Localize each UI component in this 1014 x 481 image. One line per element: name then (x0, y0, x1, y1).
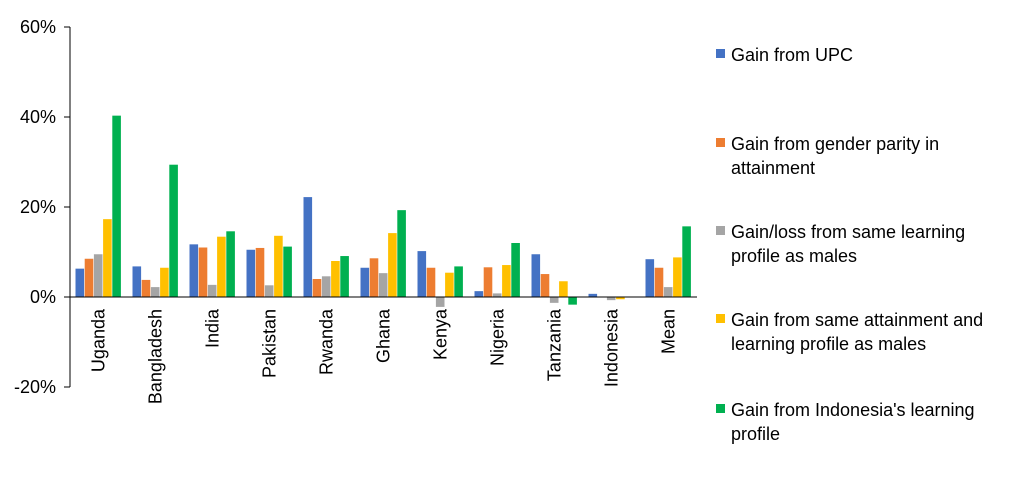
legend-swatch-learning-profile (716, 226, 725, 235)
bar (141, 279, 151, 297)
bar (246, 249, 256, 297)
bar (435, 297, 445, 307)
category-label: India (203, 308, 223, 348)
bar (645, 259, 655, 297)
bar (369, 258, 379, 297)
series-5-bars (112, 115, 691, 305)
category-label: Tanzania (545, 308, 565, 381)
category-label: Uganda (89, 308, 109, 372)
bar (150, 287, 160, 297)
bar (112, 115, 121, 298)
bar (378, 273, 388, 297)
bar (559, 281, 568, 297)
bar (226, 231, 235, 297)
legend-item-gender-parity: Gain from gender parity in attainment (716, 132, 1014, 180)
bar (198, 247, 208, 297)
category-label: Indonesia (602, 308, 622, 387)
y-axis-ticks (64, 26, 70, 388)
bar (483, 267, 493, 297)
legend-label-attainment-learning: Gain from same attainment and learning p… (731, 310, 984, 354)
legend-swatch-gender-parity (716, 138, 725, 147)
bar (663, 287, 673, 297)
series-1-bars (75, 197, 655, 297)
bar (682, 226, 691, 297)
bar (454, 266, 463, 297)
category-label: Kenya (431, 308, 451, 360)
bar (312, 279, 322, 297)
legend-swatch-attainment-learning (716, 314, 725, 323)
bar (331, 261, 340, 297)
bar (189, 244, 199, 297)
bar (492, 293, 502, 297)
bar (673, 257, 682, 297)
y-tick-label: -20% (14, 377, 56, 397)
bar (217, 236, 226, 297)
bar (160, 267, 169, 297)
y-tick-label: 20% (20, 197, 56, 217)
bar (93, 254, 103, 297)
bar (445, 272, 454, 297)
bar (606, 297, 616, 301)
legend-swatch-upc (716, 49, 725, 58)
bar-chart: -20% 0% 20% 40% 60% Uganda Bangladesh India Pak… (14, 17, 697, 404)
legend-item-attainment-learning: Gain from same attainment and learning p… (716, 308, 1014, 356)
category-label: Bangladesh (146, 309, 166, 404)
bar (474, 291, 484, 297)
y-tick-label: 0% (30, 287, 56, 307)
bar (531, 254, 541, 297)
legend-label-indonesia-profile: Gain from Indonesia's learning profile (731, 400, 975, 444)
bar (75, 268, 85, 297)
x-axis-category-labels: Uganda Bangladesh India Pakistan Rwanda Ghana… (89, 308, 679, 404)
category-label: Rwanda (317, 308, 337, 375)
category-label: Pakistan (260, 309, 280, 378)
legend-item-learning-profile: Gain/loss from same learning profile as … (716, 220, 1014, 268)
category-label: Ghana (374, 308, 394, 363)
bar (540, 274, 550, 297)
bar (283, 246, 292, 297)
series-4-bars (103, 219, 682, 300)
legend-item-upc: Gain from UPC (716, 43, 1014, 67)
y-tick-label: 60% (20, 17, 56, 37)
legend-label-gender-parity: Gain from gender parity in attainment (731, 134, 940, 178)
bar (388, 233, 397, 297)
bar (103, 219, 112, 297)
bar (502, 265, 511, 297)
legend-label-upc: Gain from UPC (731, 45, 854, 65)
legend-item-indonesia-profile: Gain from Indonesia's learning profile (716, 398, 1014, 446)
bar (568, 297, 577, 305)
bar (321, 276, 331, 297)
category-label: Nigeria (488, 308, 508, 366)
bar (654, 267, 664, 297)
series-2-bars (84, 247, 664, 298)
bar (397, 210, 406, 297)
bar (549, 297, 559, 303)
bar (169, 164, 178, 297)
bar (132, 266, 142, 297)
category-label: Mean (659, 309, 679, 354)
bar (511, 243, 520, 297)
bar (340, 256, 349, 297)
y-tick-label: 40% (20, 107, 56, 127)
legend-label-learning-profile: Gain/loss from same learning profile as … (731, 222, 966, 266)
series-3-bars (93, 254, 673, 307)
bar (616, 297, 625, 300)
legend-swatch-indonesia-profile (716, 404, 725, 413)
bar (264, 285, 274, 297)
bar (303, 197, 313, 297)
y-axis-tick-labels: -20% 0% 20% 40% 60% (14, 17, 56, 397)
bar (360, 267, 370, 297)
bar (255, 247, 265, 297)
bar (207, 284, 217, 297)
bar (84, 258, 94, 297)
bar (426, 267, 436, 297)
bar (417, 251, 427, 297)
bar (588, 293, 598, 297)
bar (274, 235, 283, 297)
bars (75, 115, 691, 307)
